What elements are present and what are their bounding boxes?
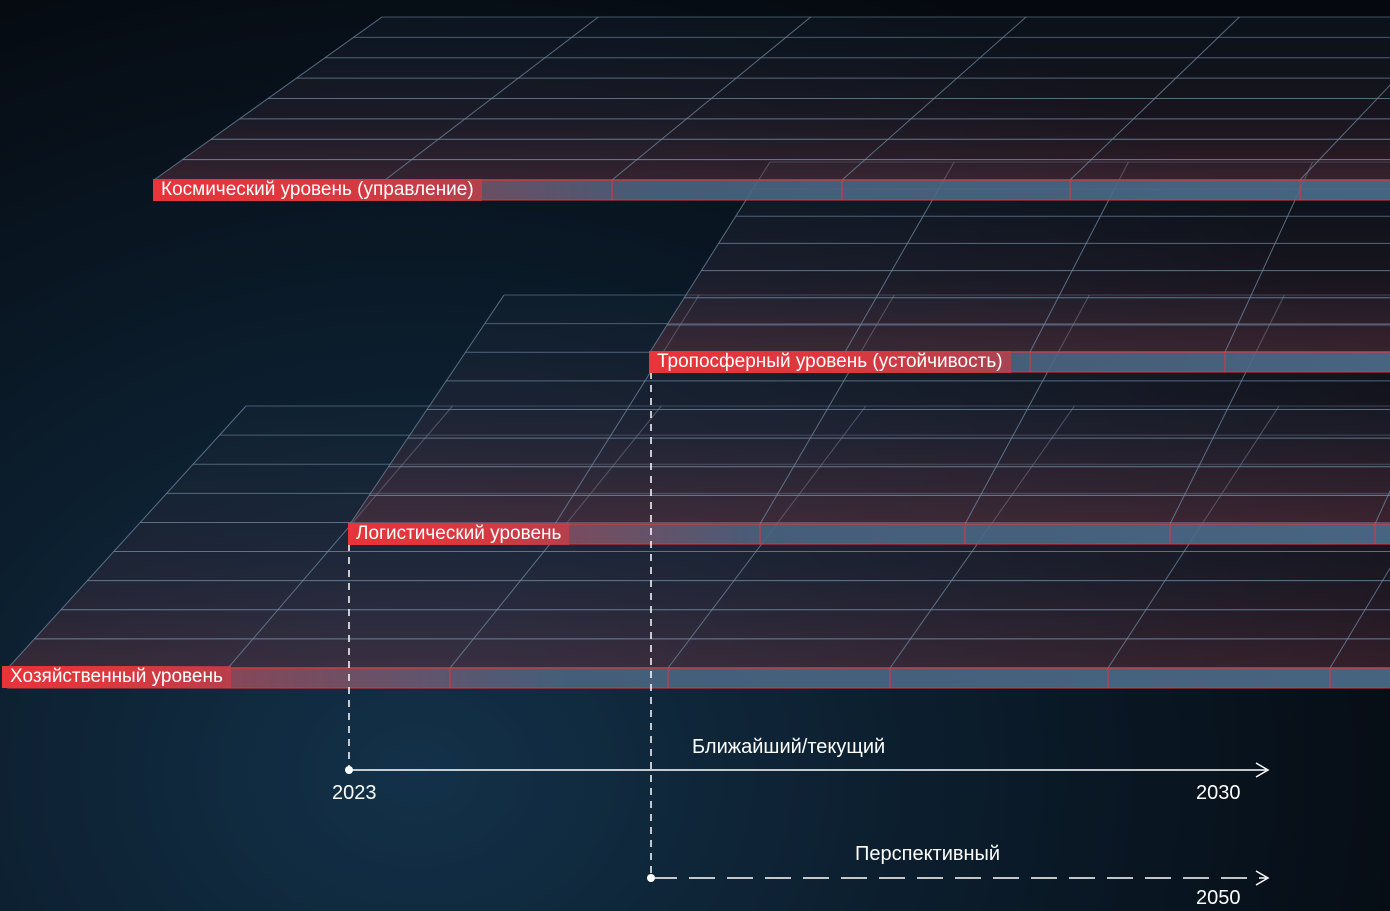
grid-column-line (7, 405, 247, 669)
grid-column-line (153, 16, 383, 181)
grid-column-line (349, 294, 505, 525)
grid-column-line (841, 16, 1027, 181)
layer-label-troposphere: Тропосферный уровень (устойчивость) (649, 351, 1011, 373)
arrowhead-perspective-icon (1255, 870, 1270, 886)
timeline-perspective-end-year: 2050 (1196, 887, 1241, 909)
grid-column-line (1069, 16, 1240, 181)
timeline-start-year: 2023 (332, 782, 377, 804)
grid-column-line (1299, 84, 1390, 181)
plane-space (153, 16, 1390, 201)
grid-column-line (1329, 567, 1390, 669)
plane-troposphere-surface (650, 162, 1390, 352)
layer-label-economic: Хозяйственный уровень (2, 666, 231, 688)
layer-label-space: Космический уровень (управление) (153, 179, 482, 201)
timeline-start-dot (345, 766, 353, 774)
grid-column-line (384, 16, 599, 181)
timeline-perspective-start-dot (647, 874, 655, 882)
arrowhead-current-icon (1255, 762, 1270, 778)
timeline-perspective-label: Перспективный (855, 843, 1001, 865)
grid-column-line (611, 16, 812, 181)
timeline-current-label: Ближайший/текущий (692, 736, 886, 758)
grid-planes (7, 16, 1390, 689)
layer-label-logistics: Логистический уровень (348, 523, 570, 545)
timeline-current-end-year: 2030 (1196, 782, 1241, 804)
